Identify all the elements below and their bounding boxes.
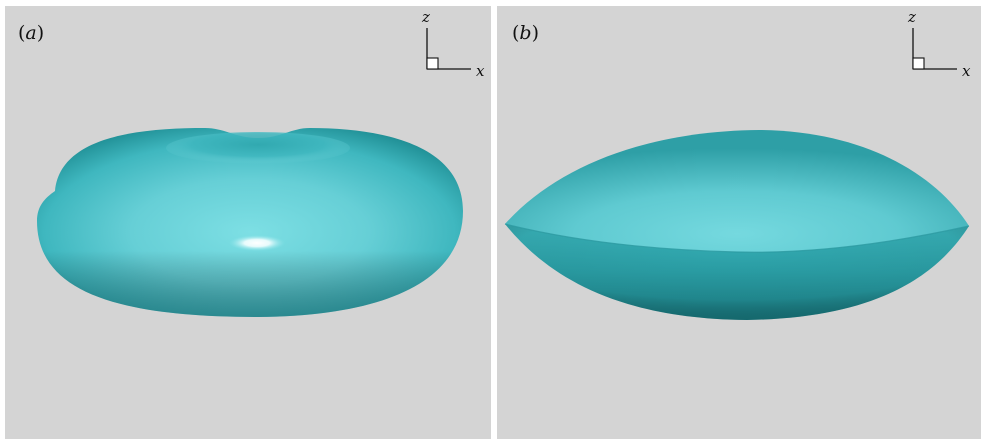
panel-b: (b) z x: [497, 6, 981, 439]
axes-triad-b: z x: [891, 6, 971, 91]
axes-triad-a: z x: [405, 6, 485, 91]
discocyte-shape: [37, 128, 463, 317]
axis-x-label: x: [476, 62, 485, 80]
panel-label-b: (b): [512, 22, 540, 44]
axis-x-label: x: [962, 62, 971, 80]
axes-triad-icon: [426, 28, 471, 70]
panel-label-a: (a): [18, 22, 45, 44]
panel-a: (a) z x: [5, 6, 491, 439]
axes-triad-icon: [912, 28, 957, 70]
axis-z-label: z: [422, 8, 430, 26]
lens-shape: [504, 130, 970, 320]
axis-z-label: z: [908, 8, 916, 26]
